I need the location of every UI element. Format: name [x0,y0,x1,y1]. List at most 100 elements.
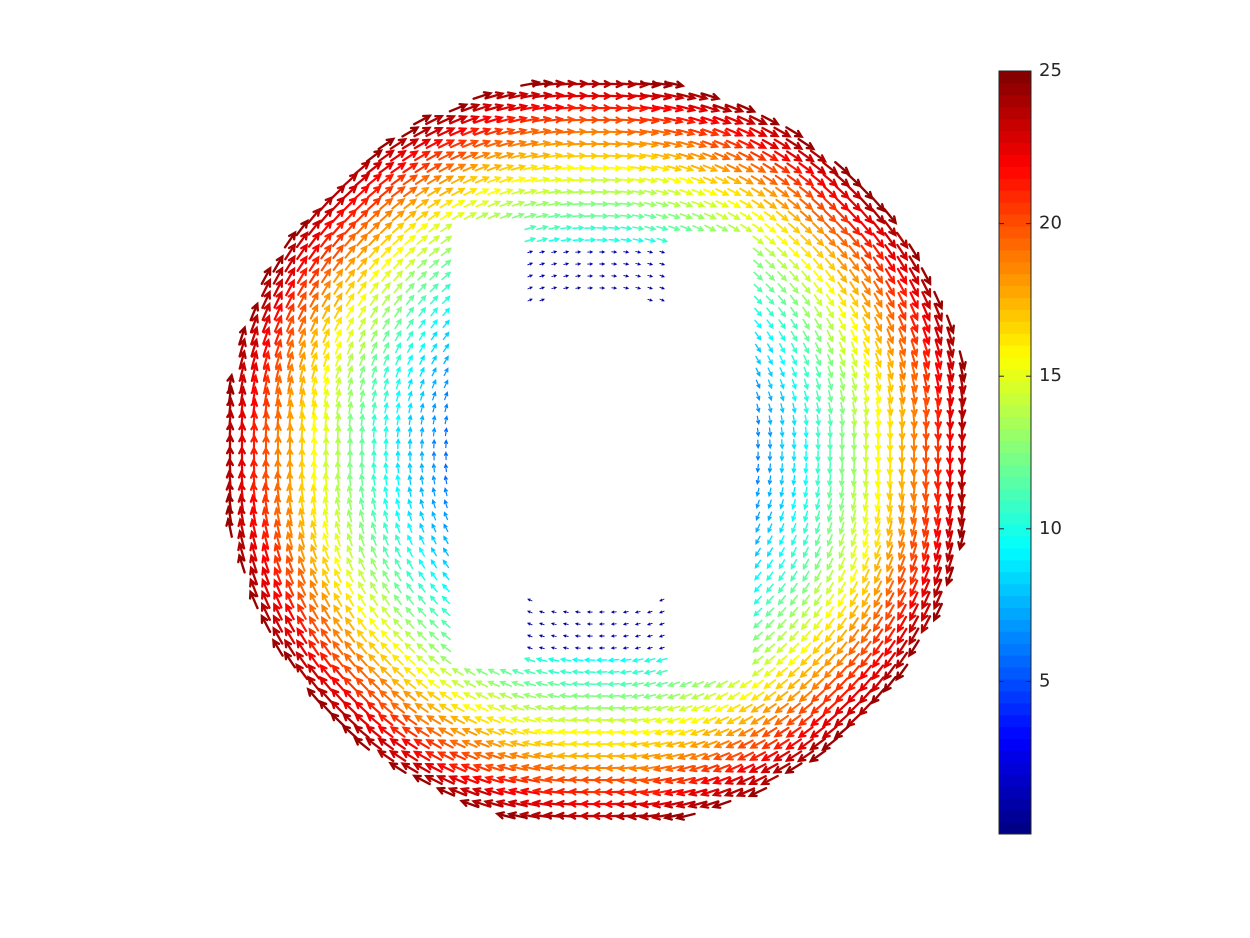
colorbar-segment [999,607,1031,620]
arrows [310,164,882,736]
colorbar-segment [999,428,1031,442]
colorbar-segment [999,237,1031,251]
arrows [347,201,845,700]
colorbar-segment [999,500,1031,513]
colorbar-segment [999,333,1031,346]
colorbar-segment [999,595,1031,608]
colorbar-segment [999,214,1031,227]
colorbar-segment [999,524,1031,537]
colorbar-segment [999,416,1031,430]
colorbar-segment [999,380,1031,394]
colorbar-segment [999,476,1031,489]
colorbar-segment [999,512,1031,525]
arrows [298,152,894,748]
arrows [237,91,967,821]
arrows [346,200,858,712]
colorbar-segment [999,440,1031,453]
colorbar-segment [999,798,1031,811]
colorbar-segment [999,774,1031,787]
arrows [249,104,943,797]
colorbar-segment [999,357,1031,370]
arrows [225,79,967,821]
arrows [262,116,931,785]
colorbar-segment [999,321,1031,334]
colorbar-segment [999,142,1031,155]
colorbar-segment [999,106,1031,120]
colorbar-segment [999,285,1031,299]
colorbar-segment [999,810,1031,823]
colorbar-segment [999,464,1031,477]
arrows [431,391,761,509]
colorbar-segment [999,82,1031,96]
colorbar-segment [999,822,1031,835]
colorbar-segment [999,714,1031,728]
colorbar-segment [999,679,1031,692]
colorbar-segment [999,273,1031,287]
colorbar-tick-label: 15 [1039,365,1062,386]
arrows [407,331,785,569]
arrows [322,176,870,724]
colorbar-segment [999,225,1031,239]
colorbar-segment [999,655,1031,668]
arrows [237,91,955,809]
colorbar-segment [999,631,1031,644]
arrows [261,115,942,796]
arrows [249,103,954,808]
colorbar-segment [999,202,1031,215]
colorbar-tick-label: 5 [1039,670,1050,691]
colorbar-segment [999,762,1031,775]
arrows [371,225,821,675]
arrows [274,128,918,772]
colorbar-segment [999,261,1031,275]
colorbar-segment [999,369,1031,382]
colorbar-segment [999,94,1031,108]
arrows [310,164,894,748]
arrows [371,225,833,687]
colorbar-segment [999,452,1031,465]
colorbar-frame [998,70,1032,835]
colorbar-segment [999,392,1031,406]
colorbar-segment [999,738,1031,752]
colorbar-tick-label: 10 [1039,518,1062,539]
arrows [225,79,967,821]
colorbar-segment [999,726,1031,740]
arrows [273,127,919,773]
colorbar-segment [999,404,1031,418]
arrows [395,307,809,663]
colorbar-segment [999,249,1031,263]
colorbar-segment [999,690,1031,704]
colorbar-segment [999,547,1031,561]
colorbar-segment [999,702,1031,716]
colorbar: 5 10 15 20 25 [998,60,1062,835]
colorbar-segment [999,571,1031,585]
colorbar-segment [999,786,1031,799]
arrows [395,319,797,581]
colorbar-segment [999,130,1031,144]
arrows [383,237,809,663]
arrows [322,176,870,724]
arrows [443,427,449,485]
colorbar-segment [999,559,1031,573]
colorbar-segment [999,178,1031,191]
colorbar-segment [999,345,1031,358]
colorbar-tick-label: 25 [1039,60,1062,81]
colorbar-segment [999,583,1031,597]
colorbar-segment [999,667,1031,680]
arrows [359,213,834,688]
colorbar-segment [999,643,1031,656]
vector-field [225,79,967,821]
colorbar-segment [999,297,1031,310]
arrows [419,355,773,557]
colorbar-segment [999,750,1031,763]
arrows [298,152,906,760]
colorbar-segment [999,190,1031,203]
arrows [334,188,858,712]
colorbar-segment [999,166,1031,179]
arrows [526,250,666,650]
arrows [526,274,665,626]
colorbar-segment [999,118,1031,132]
colorbar-segment [999,488,1031,501]
